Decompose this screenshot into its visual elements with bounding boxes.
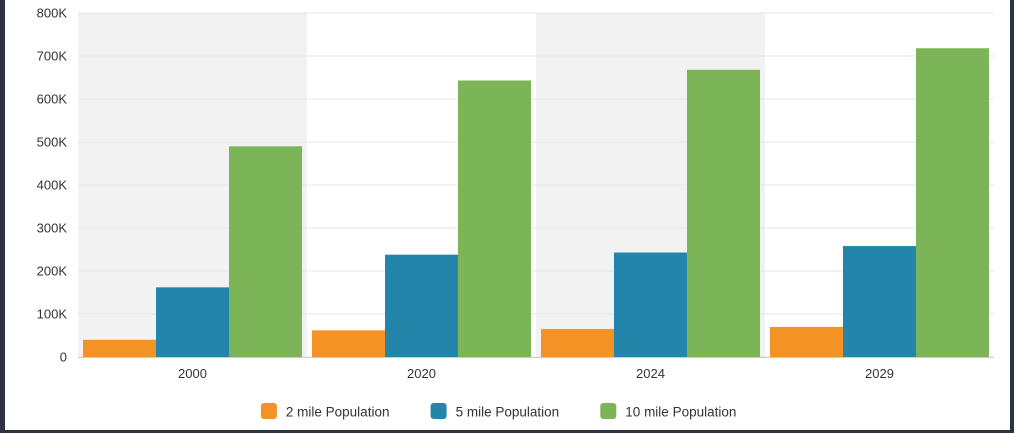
legend-label: 10 mile Population bbox=[625, 405, 736, 420]
bar-2-mile-population-2024[interactable] bbox=[541, 329, 614, 357]
legend-label: 2 mile Population bbox=[286, 405, 390, 420]
x-axis-labels: 2000 2020 2024 2029 bbox=[178, 366, 894, 381]
bar-2-mile-population-2020[interactable] bbox=[312, 330, 385, 357]
bar-10-mile-population-2020[interactable] bbox=[458, 80, 531, 357]
frame-edge-left bbox=[0, 0, 5, 433]
bars-group bbox=[83, 48, 989, 357]
legend-item-10-mile-population[interactable]: 10 mile Population bbox=[600, 403, 736, 420]
legend-label: 5 mile Population bbox=[456, 405, 560, 420]
x-tick-label: 2029 bbox=[865, 366, 894, 381]
y-axis-labels: 0 100K 200K 300K 400K 500K 600K 700K 800K bbox=[37, 6, 68, 365]
bar-2-mile-population-2000[interactable] bbox=[83, 339, 156, 357]
frame-edge-right bbox=[1010, 0, 1014, 433]
x-tick-label: 2020 bbox=[407, 366, 436, 381]
y-tick-label: 800K bbox=[37, 6, 68, 21]
y-tick-label: 200K bbox=[37, 264, 68, 279]
bar-10-mile-population-2000[interactable] bbox=[229, 146, 302, 357]
y-tick-label: 600K bbox=[37, 92, 68, 107]
bar-5-mile-population-2000[interactable] bbox=[156, 287, 229, 357]
y-tick-label: 500K bbox=[37, 135, 68, 150]
x-tick-label: 2000 bbox=[178, 366, 207, 381]
y-tick-label: 300K bbox=[37, 221, 68, 236]
y-tick-label: 700K bbox=[37, 49, 68, 64]
legend-item-2-mile-population[interactable]: 2 mile Population bbox=[260, 403, 390, 420]
bar-5-mile-population-2020[interactable] bbox=[385, 254, 458, 357]
y-tick-label: 400K bbox=[37, 178, 68, 193]
bar-5-mile-population-2029[interactable] bbox=[843, 246, 916, 357]
legend-swatch bbox=[430, 403, 447, 419]
x-tick-label: 2024 bbox=[636, 366, 665, 381]
bar-5-mile-population-2024[interactable] bbox=[614, 252, 687, 357]
frame-edge-bottom bbox=[0, 430, 1014, 433]
bar-10-mile-population-2029[interactable] bbox=[916, 48, 989, 357]
bar-10-mile-population-2024[interactable] bbox=[687, 69, 760, 357]
legend-swatch bbox=[260, 403, 277, 419]
bar-2-mile-population-2029[interactable] bbox=[770, 326, 843, 357]
legend: 2 mile Population 5 mile Population 10 mil… bbox=[260, 403, 736, 420]
y-tick-label: 100K bbox=[37, 307, 68, 322]
y-tick-label: 0 bbox=[60, 350, 67, 365]
legend-swatch bbox=[600, 403, 617, 419]
legend-item-5-mile-population[interactable]: 5 mile Population bbox=[430, 403, 560, 420]
